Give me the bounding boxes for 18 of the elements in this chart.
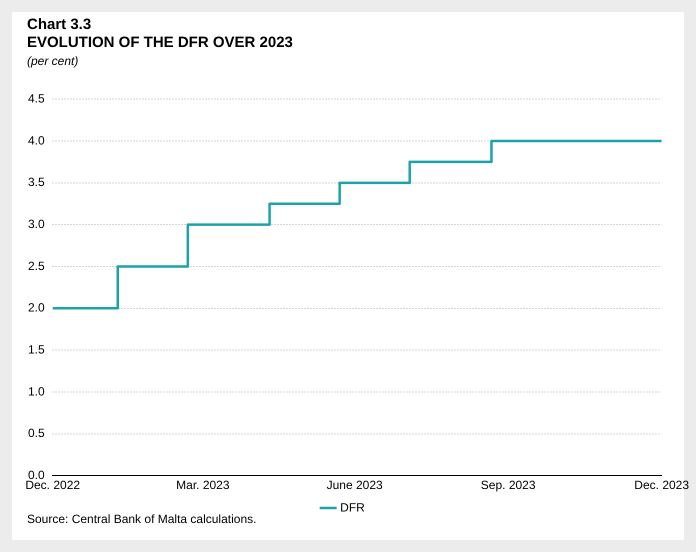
x-tick-label: June 2023 [326, 478, 384, 492]
source-note: Source: Central Bank of Malta calculations. [27, 512, 256, 526]
y-tick-label: 2.0 [28, 300, 45, 315]
x-tick-label: Sep. 2023 [480, 478, 536, 492]
y-axis-title: (per cent) [27, 54, 78, 68]
y-tick-label: 0.5 [28, 426, 45, 440]
chart-title: Chart 3.3 [27, 16, 92, 34]
y-tick-label: 4.0 [28, 133, 45, 148]
y-tick-label: 4.5 [28, 92, 45, 106]
y-tick-label: 1.0 [28, 384, 45, 398]
y-tick-label: 1.5 [28, 342, 45, 356]
x-tick-label: Dec. 2023 [634, 478, 690, 492]
x-tick-label: Mar. 2023 [176, 478, 230, 492]
y-tick-label: 3.0 [28, 216, 45, 231]
chart-subtitle: EVOLUTION OF THE DFR OVER 2023 [27, 34, 293, 52]
y-tick-label: 3.5 [28, 175, 45, 190]
legend-label: DFR [340, 500, 366, 514]
y-tick-label: 2.5 [28, 258, 45, 273]
